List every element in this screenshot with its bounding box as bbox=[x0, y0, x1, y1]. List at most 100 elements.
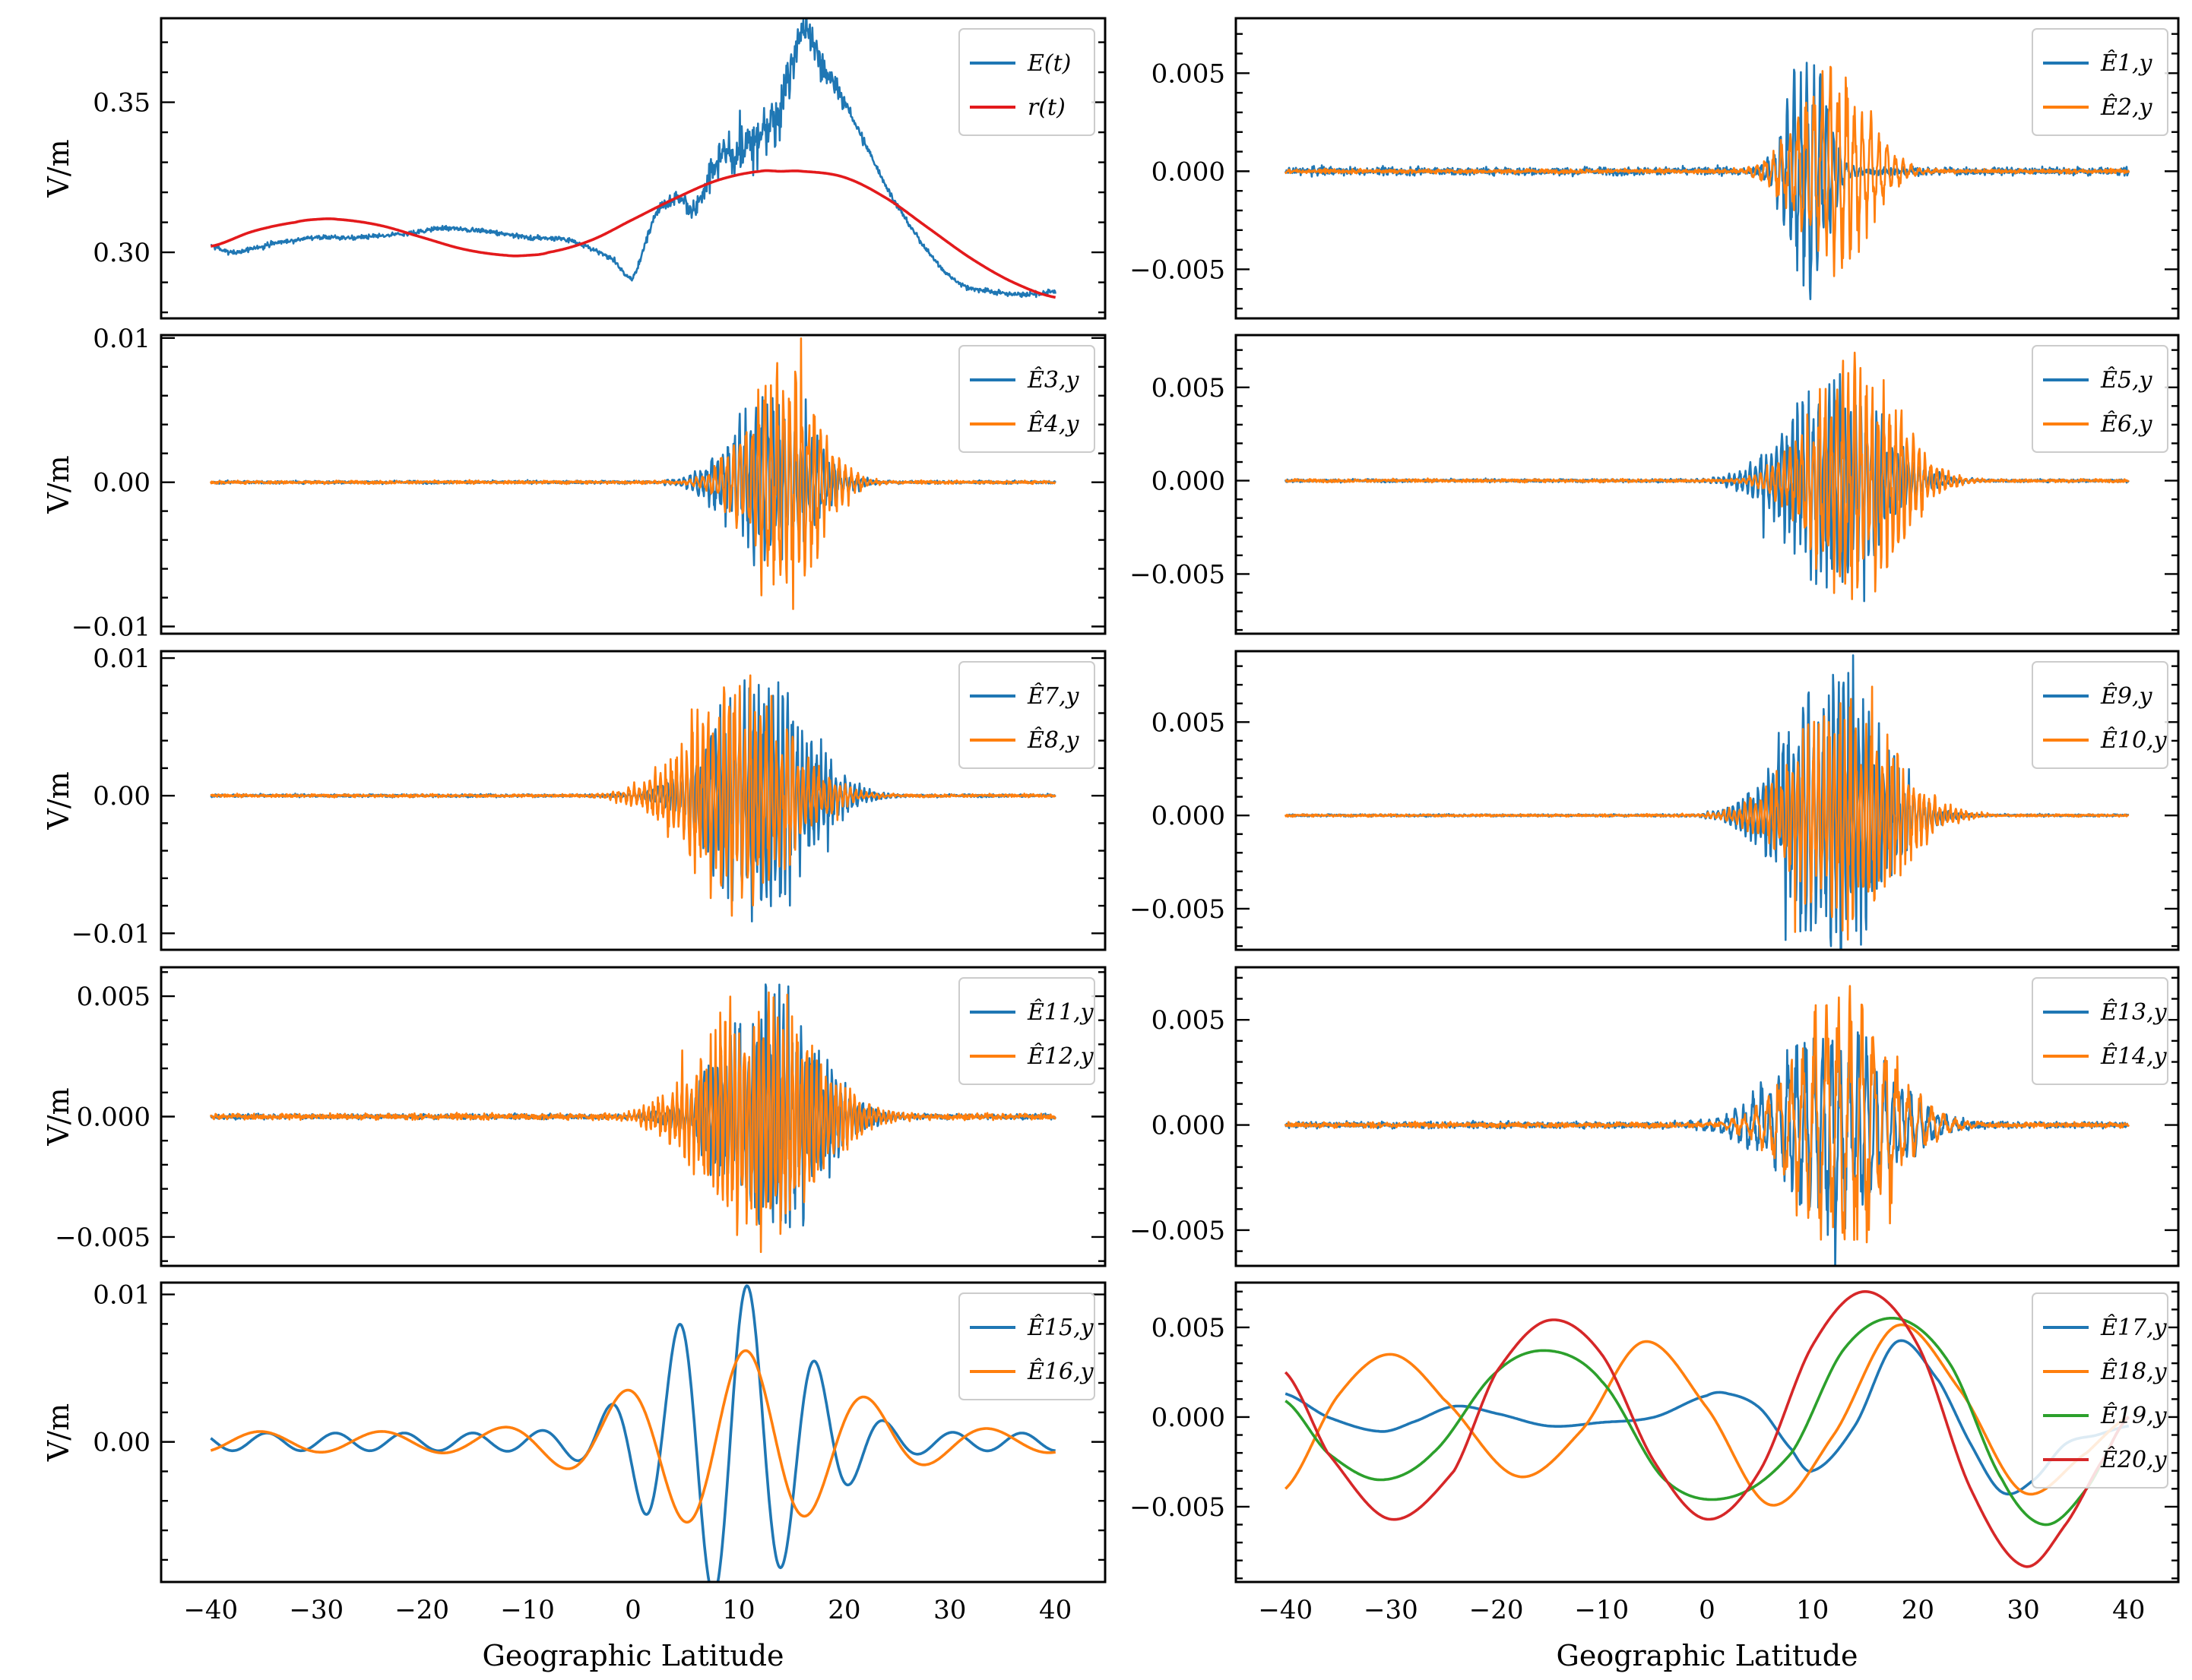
y-tick-label: −0.005 bbox=[1129, 1216, 1225, 1246]
axes-frame bbox=[1234, 17, 2180, 320]
series-line-1 bbox=[1284, 62, 2130, 301]
y-tick-label: 0.005 bbox=[1151, 59, 1225, 89]
y-tick-label: 0.30 bbox=[93, 238, 150, 268]
series-line-2 bbox=[1284, 351, 2130, 600]
legend-label: Ê14,y bbox=[2100, 1042, 2168, 1070]
y-tick-label: −0.005 bbox=[1129, 894, 1225, 925]
legend-label: Ê5,y bbox=[2100, 366, 2153, 394]
y-tick-label: 0.00 bbox=[93, 1428, 150, 1458]
series-line-1 bbox=[1284, 373, 2130, 603]
x-tick-label: −10 bbox=[500, 1595, 555, 1625]
legend-label: Ê3,y bbox=[1027, 366, 1080, 394]
x-tick-label: 30 bbox=[2007, 1595, 2039, 1625]
panel-row3-right: −0.005 0.000 0.005 Ê9,y Ê10,y bbox=[1129, 650, 2180, 951]
x-tick-label: 0 bbox=[625, 1595, 641, 1625]
panel-row2-left: −0.01 0.00 0.01 V/m Ê3,y Ê4,y bbox=[42, 324, 1107, 643]
y-axis-label: V/m bbox=[42, 1087, 75, 1146]
legend: Ê3,y Ê4,y bbox=[958, 345, 1095, 453]
legend-box bbox=[958, 28, 1095, 136]
legend: Ê15,y Ê16,y bbox=[958, 1292, 1095, 1400]
y-tick-label: −0.005 bbox=[1129, 255, 1225, 285]
legend: Ê17,y Ê18,y Ê19,y Ê20,y bbox=[2032, 1292, 2168, 1489]
x-tick-label: −30 bbox=[289, 1595, 344, 1625]
legend: Ê11,y Ê12,y bbox=[958, 977, 1095, 1085]
y-tick-label: 0.01 bbox=[93, 1280, 150, 1311]
legend: Ê5,y Ê6,y bbox=[2032, 345, 2168, 453]
x-tick-label: −10 bbox=[1574, 1595, 1629, 1625]
panel-row3-left: −0.01 0.00 0.01 V/m Ê7,y Ê8,y bbox=[42, 644, 1107, 951]
y-tick-label: 0.35 bbox=[93, 88, 150, 119]
x-tick-label: 40 bbox=[1039, 1595, 1072, 1625]
x-tick-label: 20 bbox=[828, 1595, 860, 1625]
series-line-2 bbox=[210, 169, 1056, 299]
legend-label: Ê11,y bbox=[1027, 998, 1094, 1026]
y-tick-label: −0.005 bbox=[55, 1223, 150, 1253]
axes-frame bbox=[160, 650, 1107, 951]
legend-label: Ê10,y bbox=[2100, 726, 2168, 754]
axes-frame bbox=[1234, 334, 2180, 635]
panel-row5-right: −40 −30 −20 −10 0 10 20 30 40 −0.005 0.000 0.005 Geo… bbox=[1129, 1281, 2180, 1672]
legend: E(t) r(t) bbox=[958, 28, 1095, 136]
legend-label: Ê19,y bbox=[2100, 1402, 2168, 1429]
axes-frame bbox=[1234, 966, 2180, 1267]
series-line-2 bbox=[1284, 685, 2130, 941]
legend: Ê7,y Ê8,y bbox=[958, 661, 1095, 769]
series-line-2 bbox=[210, 1349, 1056, 1524]
series-line-1 bbox=[210, 983, 1056, 1229]
panel-row2-right: −0.005 0.000 0.005 Ê5,y Ê6,y bbox=[1129, 334, 2180, 635]
y-tick-label: 0.000 bbox=[1151, 1403, 1225, 1433]
y-tick-label: 0.000 bbox=[1151, 801, 1225, 831]
y-tick-label: 0.005 bbox=[1151, 373, 1225, 403]
y-tick-label: −0.005 bbox=[1129, 559, 1225, 590]
legend-label: Ê9,y bbox=[2100, 682, 2153, 710]
legend-label: Ê6,y bbox=[2100, 410, 2153, 438]
legend-box bbox=[2032, 1292, 2168, 1489]
y-tick-label: 0.000 bbox=[1151, 157, 1225, 187]
x-tick-label: 10 bbox=[1796, 1595, 1829, 1625]
panel-row4-right: −0.005 0.000 0.005 Ê13,y Ê14,y bbox=[1129, 966, 2180, 1267]
y-tick-label: 0.000 bbox=[1151, 1111, 1225, 1141]
series-line-2 bbox=[210, 991, 1056, 1253]
x-tick-label: 30 bbox=[933, 1595, 966, 1625]
x-tick-label: 10 bbox=[722, 1595, 755, 1625]
series-line-1 bbox=[1284, 1024, 2130, 1266]
legend-label: Ê16,y bbox=[1027, 1358, 1094, 1385]
axes-frame bbox=[160, 334, 1107, 635]
legend-label: Ê20,y bbox=[2100, 1446, 2168, 1473]
series-line-1 bbox=[210, 679, 1056, 922]
x-tick-label: −40 bbox=[1258, 1595, 1313, 1625]
legend-label: Ê13,y bbox=[2100, 998, 2168, 1026]
series-line-1 bbox=[1284, 1339, 2130, 1496]
y-axis-label: V/m bbox=[42, 139, 75, 198]
panel-row1-left: 0.30 0.35 V/m E(t) r(t) bbox=[42, 17, 1107, 320]
legend-label: Ê8,y bbox=[1027, 726, 1080, 754]
x-tick-label: 20 bbox=[1902, 1595, 1934, 1625]
legend-label: Ê4,y bbox=[1027, 410, 1080, 438]
series-line-2 bbox=[1284, 985, 2130, 1244]
legend-label: Ê17,y bbox=[2100, 1314, 2168, 1341]
series-line-2 bbox=[210, 674, 1056, 917]
y-axis-label: V/m bbox=[42, 771, 75, 830]
series-line-2 bbox=[210, 337, 1056, 610]
panel-row4-left: −0.005 0.000 0.005 V/m Ê11,y Ê12,y bbox=[42, 966, 1107, 1267]
series-line-1 bbox=[210, 18, 1056, 299]
x-tick-label: −20 bbox=[1469, 1595, 1524, 1625]
series-line-2 bbox=[1284, 65, 2130, 277]
x-axis-label: Geographic Latitude bbox=[1556, 1639, 1858, 1672]
x-tick-label: −40 bbox=[183, 1595, 238, 1625]
panel-row1-right: −0.005 0.000 0.005 Ê1,y Ê2,y bbox=[1129, 17, 2180, 320]
legend-label: r(t) bbox=[1028, 94, 1066, 121]
y-tick-label: 0.00 bbox=[93, 781, 150, 812]
legend-label: E(t) bbox=[1027, 50, 1071, 77]
series-line-3 bbox=[1284, 1317, 2130, 1527]
y-tick-label: 0.005 bbox=[1151, 1005, 1225, 1036]
y-axis-label: V/m bbox=[42, 1403, 75, 1462]
x-tick-label: 0 bbox=[1699, 1595, 1715, 1625]
y-tick-label: 0.005 bbox=[77, 982, 150, 1012]
legend-label: Ê12,y bbox=[1027, 1042, 1094, 1070]
x-tick-label: 40 bbox=[2112, 1595, 2145, 1625]
y-tick-label: 0.000 bbox=[77, 1103, 150, 1133]
y-tick-label: 0.01 bbox=[93, 644, 150, 674]
x-tick-label: −20 bbox=[394, 1595, 449, 1625]
